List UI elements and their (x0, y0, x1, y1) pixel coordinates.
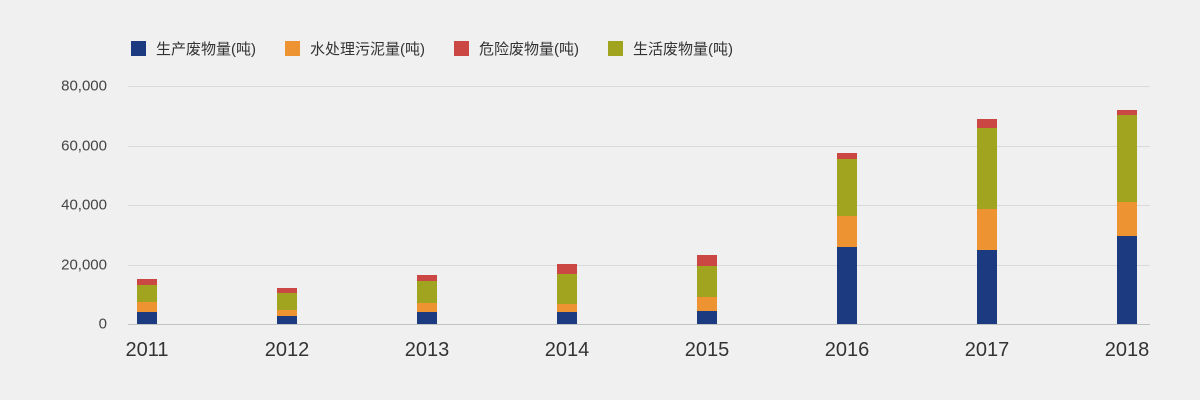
bar-segment-2013-series-3[interactable] (417, 275, 437, 281)
y-tick-label: 20,000 (61, 256, 107, 273)
x-axis-line (128, 324, 1150, 325)
x-tick-label: 2018 (1104, 339, 1150, 361)
bar-segment-2015-series-1[interactable] (697, 310, 717, 324)
bar-segment-2011-series-3[interactable] (137, 279, 157, 285)
bar-segment-2014-series-3[interactable] (557, 264, 577, 274)
legend-swatch-icon (285, 41, 300, 56)
x-tick-label: 2017 (964, 339, 1010, 361)
bar-segment-2014-series-4[interactable] (557, 273, 577, 304)
bar-segment-2016-series-1[interactable] (837, 246, 857, 324)
legend-swatch-icon (454, 41, 469, 56)
legend-label: 生活废物量(吨) (633, 41, 733, 58)
bar-segment-2016-series-3[interactable] (837, 152, 857, 160)
bar-segment-2018-series-3[interactable] (1117, 110, 1137, 116)
legend-item-2[interactable]: 水处理污泥量(吨) (285, 38, 425, 59)
x-tick-label: 2016 (824, 339, 870, 361)
legend-item-4[interactable]: 生活废物量(吨) (608, 38, 733, 59)
bar-2013[interactable] (417, 275, 437, 324)
plot-area (128, 86, 1150, 325)
y-tick-label: 0 (98, 315, 107, 333)
x-tick-label: 2012 (264, 339, 310, 361)
bar-segment-2012-series-1[interactable] (277, 316, 297, 324)
bar-segment-2018-series-4[interactable] (1117, 115, 1137, 203)
bar-segment-2017-series-1[interactable] (977, 250, 997, 324)
legend-item-1[interactable]: 生产废物量(吨) (131, 38, 256, 59)
bar-segment-2018-series-2[interactable] (1117, 202, 1137, 237)
y-tick-label: 40,000 (61, 196, 107, 214)
bar-segment-2014-series-2[interactable] (557, 303, 577, 313)
legend-swatch-icon (608, 41, 623, 56)
legend-swatch-icon (131, 41, 146, 56)
bar-2014[interactable] (557, 264, 577, 324)
bar-segment-2011-series-2[interactable] (137, 302, 157, 313)
x-tick-label: 2014 (544, 339, 590, 361)
y-tick-label: 60,000 (61, 137, 107, 154)
bar-2016[interactable] (837, 152, 857, 324)
x-tick-label: 2013 (404, 339, 450, 361)
gridline (128, 205, 1150, 206)
gridline (128, 86, 1150, 87)
x-tick-label: 2011 (125, 339, 169, 361)
bar-segment-2011-series-4[interactable] (137, 284, 157, 303)
bar-segment-2013-series-2[interactable] (417, 302, 437, 313)
bar-segment-2015-series-3[interactable] (697, 255, 717, 266)
bar-segment-2013-series-1[interactable] (417, 312, 437, 324)
bar-segment-2017-series-4[interactable] (977, 127, 997, 210)
bar-2012[interactable] (277, 288, 297, 324)
bar-2018[interactable] (1117, 110, 1137, 324)
y-axis-labels: 0 20,000 40,000 60,000 80,000 (0, 0, 107, 400)
gridline (128, 264, 1150, 266)
bar-segment-2011-series-1[interactable] (137, 312, 157, 324)
bar-2017[interactable] (977, 119, 997, 324)
y-tick-label: 80,000 (61, 77, 107, 95)
legend-label: 生产废物量(吨) (156, 41, 256, 58)
bar-segment-2012-series-4[interactable] (277, 293, 297, 310)
bar-2011[interactable] (137, 279, 157, 324)
legend-item-3[interactable]: 危险废物量(吨) (454, 38, 579, 59)
gridline (128, 145, 1150, 147)
bar-2015[interactable] (697, 255, 717, 324)
bar-segment-2017-series-2[interactable] (977, 209, 997, 251)
bar-segment-2013-series-4[interactable] (417, 280, 437, 303)
bar-segment-2018-series-1[interactable] (1117, 236, 1137, 324)
legend: 生产废物量(吨) 水处理污泥量(吨) 危险废物量(吨) 生活废物量(吨) (131, 38, 733, 59)
bar-segment-2012-series-3[interactable] (277, 288, 297, 294)
legend-label: 危险废物量(吨) (479, 41, 579, 58)
bar-segment-2015-series-2[interactable] (697, 296, 717, 311)
x-tick-label: 2015 (684, 339, 730, 361)
bar-segment-2014-series-1[interactable] (557, 312, 577, 324)
bar-segment-2016-series-4[interactable] (837, 159, 857, 217)
bar-segment-2017-series-3[interactable] (977, 119, 997, 128)
legend-label: 水处理污泥量(吨) (310, 41, 425, 58)
bar-segment-2016-series-2[interactable] (837, 216, 857, 247)
bar-segment-2012-series-2[interactable] (277, 309, 297, 316)
bar-segment-2015-series-4[interactable] (697, 265, 717, 297)
